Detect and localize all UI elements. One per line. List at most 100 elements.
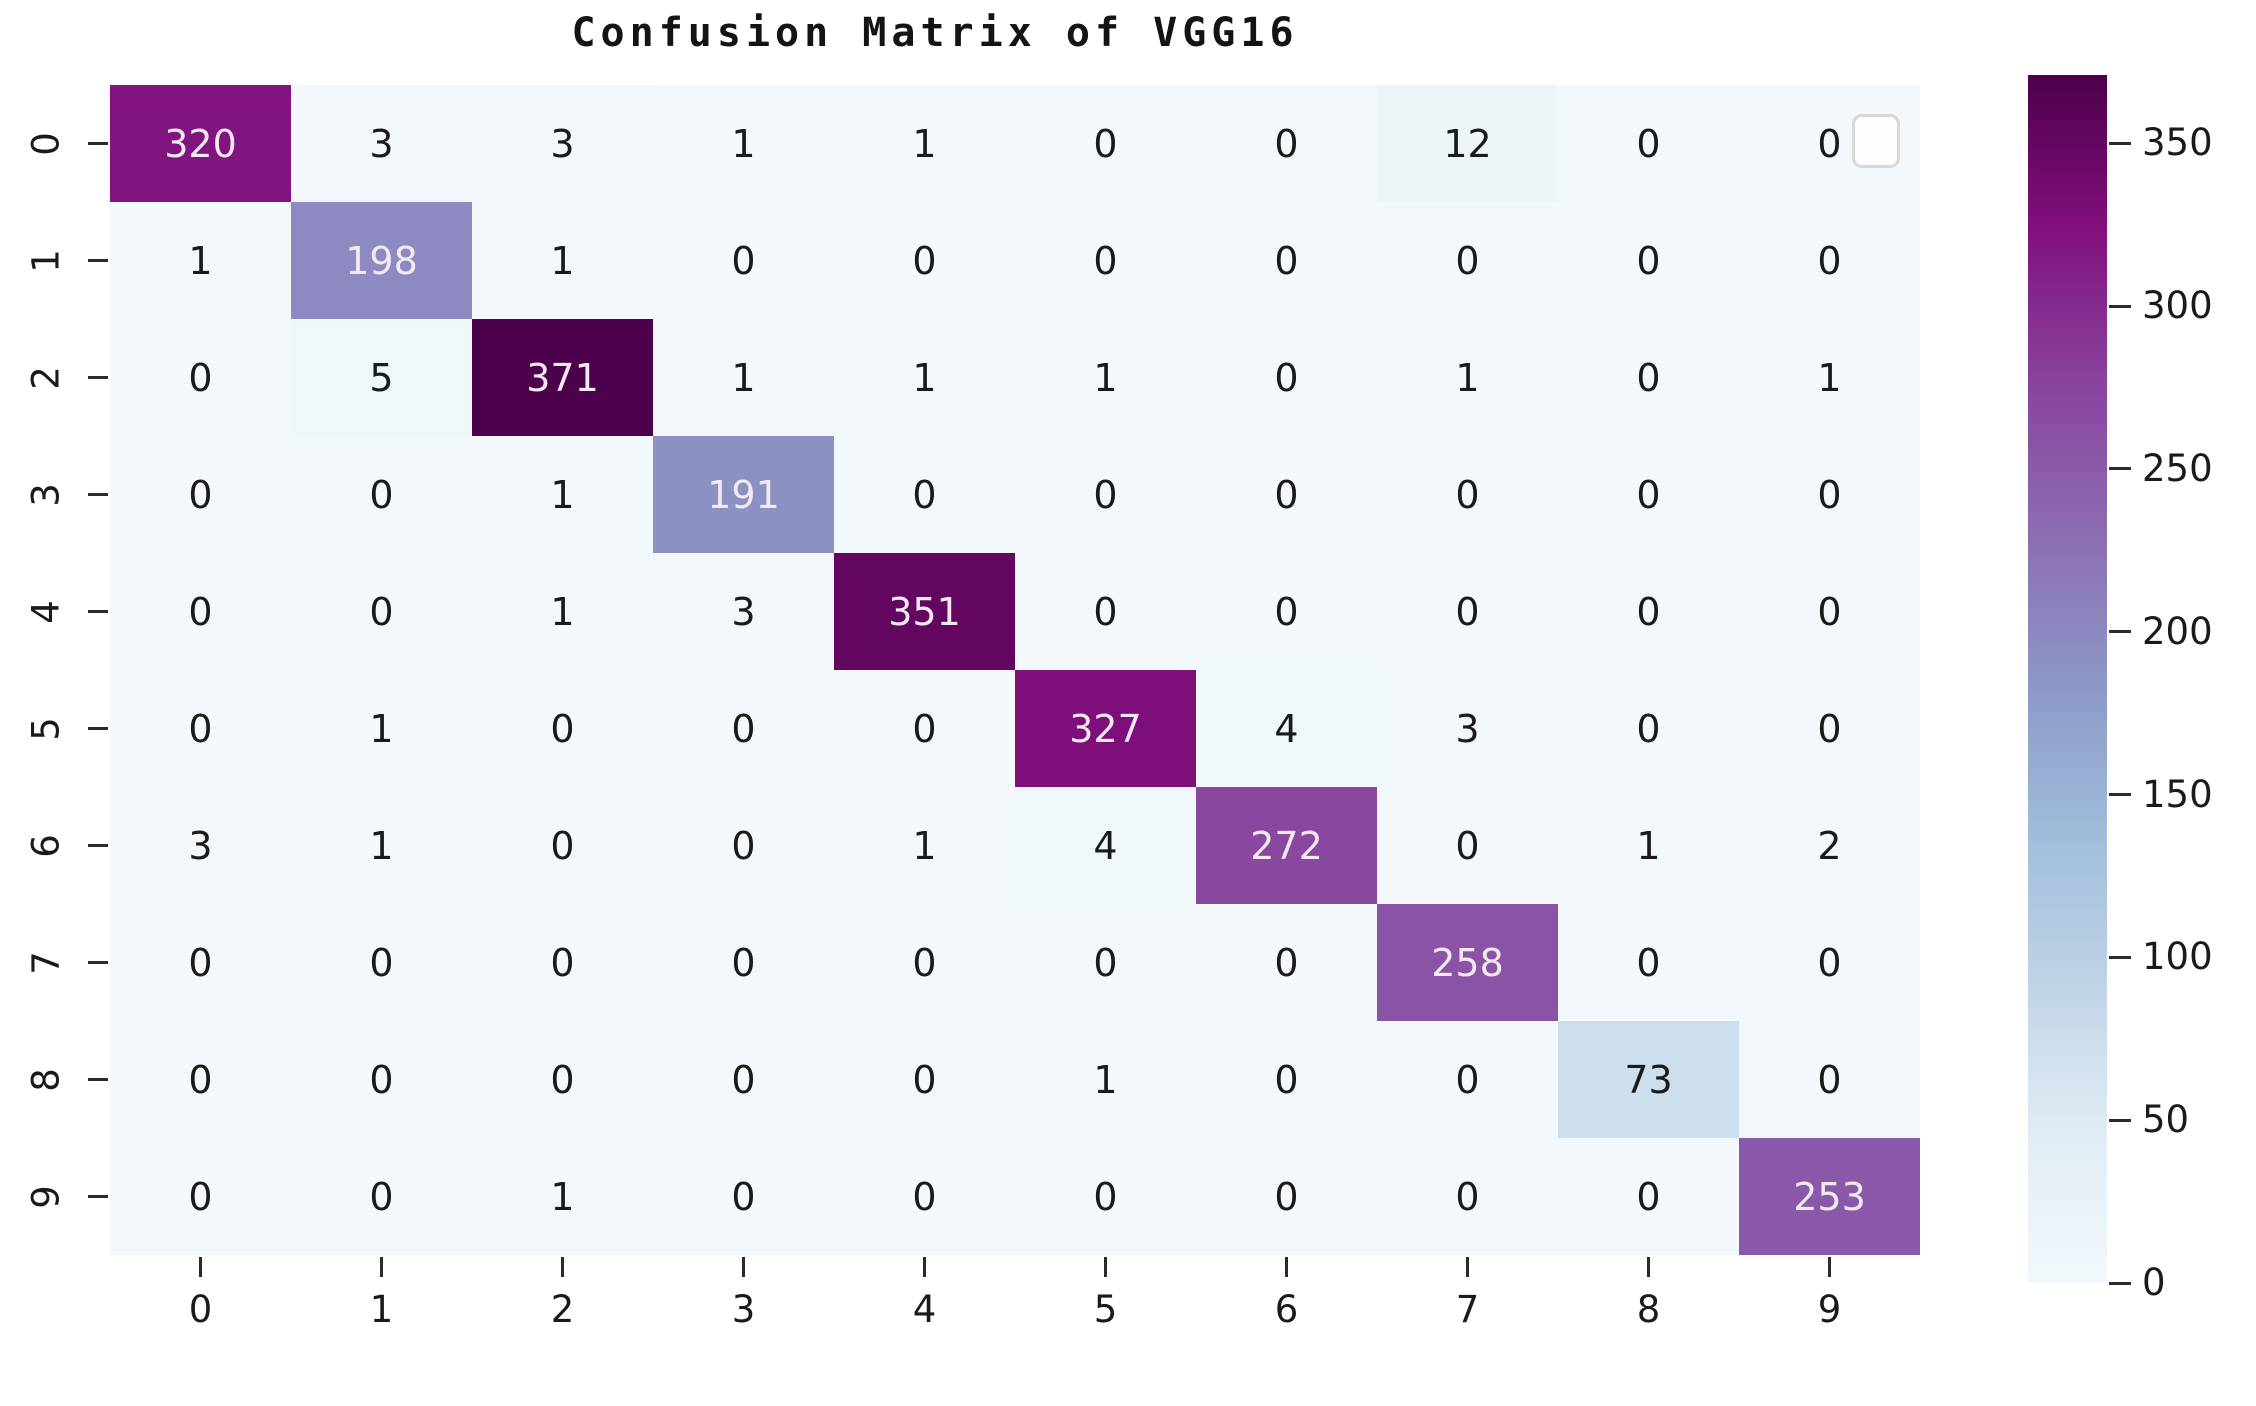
heatmap-cell: 0 <box>1196 904 1377 1021</box>
cell-value: 253 <box>1793 1174 1866 1219</box>
cell-value: 1 <box>550 1174 575 1219</box>
x-axis-tick <box>199 1257 202 1277</box>
heatmap-cell: 0 <box>1739 1021 1920 1138</box>
cell-value: 1 <box>1636 823 1661 868</box>
cell-value: 0 <box>1093 940 1118 985</box>
heatmap-cell: 1 <box>834 85 1015 202</box>
x-axis-tick-label: 4 <box>912 1288 937 1331</box>
x-axis-tick <box>1104 1257 1107 1277</box>
cell-value: 258 <box>1431 940 1504 985</box>
cell-value: 0 <box>1817 940 1842 985</box>
heatmap-cell: 0 <box>1196 1021 1377 1138</box>
heatmap-cell: 0 <box>1196 436 1377 553</box>
heatmap-cell: 0 <box>653 670 834 787</box>
cell-value: 1 <box>1455 355 1480 400</box>
y-axis-tick <box>88 493 108 496</box>
cell-value: 0 <box>188 472 213 517</box>
cell-value: 1 <box>912 121 937 166</box>
heatmap-cell: 0 <box>291 1021 472 1138</box>
heatmap-cell: 0 <box>1558 553 1739 670</box>
cell-value: 1 <box>369 823 394 868</box>
heatmap-cell: 2 <box>1739 787 1920 904</box>
cell-value: 4 <box>1274 706 1299 751</box>
cell-value: 0 <box>1636 589 1661 634</box>
heatmap-cell: 0 <box>834 1021 1015 1138</box>
cell-value: 1 <box>1093 355 1118 400</box>
colorbar-tick-label: 150 <box>2142 772 2213 816</box>
cell-value: 1 <box>550 238 575 283</box>
y-axis-tick <box>88 610 108 613</box>
heatmap-cell: 351 <box>834 553 1015 670</box>
heatmap-cell: 0 <box>1377 1138 1558 1255</box>
cell-value: 1 <box>731 121 756 166</box>
y-axis-tick-label: 4 <box>24 599 68 624</box>
x-axis-tick <box>1285 1257 1288 1277</box>
heatmap-cell: 0 <box>110 904 291 1021</box>
colorbar-tick <box>2109 1118 2131 1122</box>
heatmap-cell: 1 <box>110 202 291 319</box>
heatmap-cell: 0 <box>834 202 1015 319</box>
cell-value: 272 <box>1250 823 1323 868</box>
colorbar-tick <box>2109 304 2131 308</box>
colorbar-gradient <box>2028 75 2107 1283</box>
cell-value: 320 <box>164 121 237 166</box>
y-axis-tick-label: 1 <box>24 248 68 273</box>
heatmap-cell: 0 <box>110 436 291 553</box>
colorbar-tick-label: 50 <box>2142 1098 2190 1142</box>
y-axis-tick-label: 0 <box>24 131 68 156</box>
heatmap-cell: 3 <box>291 85 472 202</box>
cell-value: 0 <box>1455 1174 1480 1219</box>
x-axis-tick-label: 9 <box>1817 1288 1842 1331</box>
cell-value: 0 <box>369 940 394 985</box>
heatmap-cell: 3 <box>472 85 653 202</box>
cell-value: 0 <box>731 823 756 868</box>
heatmap-cell: 0 <box>1015 202 1196 319</box>
cell-value: 0 <box>1274 121 1299 166</box>
cell-value: 3 <box>369 121 394 166</box>
cell-value: 0 <box>1455 1057 1480 1102</box>
cell-value: 0 <box>1274 472 1299 517</box>
heatmap-grid: 320 3 3 1 1 0 0 12 0 0 1 198 1 0 0 0 0 0 0 0 0 5 371 1 1 1 0 1 0 1 0 0 1… <box>110 85 1920 1255</box>
cell-value: 0 <box>188 355 213 400</box>
heatmap-cell: 0 <box>834 436 1015 553</box>
cell-value: 0 <box>912 472 937 517</box>
cell-value: 2 <box>1817 823 1842 868</box>
cell-value: 0 <box>1093 121 1118 166</box>
heatmap-cell: 0 <box>1377 1021 1558 1138</box>
cell-value: 1 <box>1093 1057 1118 1102</box>
heatmap-cell: 4 <box>1015 787 1196 904</box>
x-axis-tick-label: 5 <box>1093 1288 1118 1331</box>
cell-value: 371 <box>526 355 599 400</box>
heatmap-cell: 0 <box>110 553 291 670</box>
x-axis-tick <box>1828 1257 1831 1277</box>
colorbar-tick <box>2109 793 2131 797</box>
heatmap-cell: 1 <box>291 670 472 787</box>
x-axis-tick-label: 2 <box>550 1288 575 1331</box>
heatmap-cell: 1 <box>1015 319 1196 436</box>
colorbar-tick-label: 100 <box>2142 935 2213 979</box>
x-axis-tick-label: 7 <box>1455 1288 1480 1331</box>
y-axis-tick <box>88 259 108 262</box>
x-axis-tick <box>923 1257 926 1277</box>
heatmap-cell: 0 <box>1739 670 1920 787</box>
cell-value: 0 <box>188 706 213 751</box>
cell-value: 1 <box>188 238 213 283</box>
heatmap-cell: 0 <box>1196 319 1377 436</box>
heatmap-cell: 0 <box>1196 202 1377 319</box>
cell-value: 0 <box>188 589 213 634</box>
cell-value: 0 <box>1817 589 1842 634</box>
y-axis-tick-label: 6 <box>24 833 68 858</box>
cell-value: 0 <box>369 1057 394 1102</box>
cell-value: 0 <box>1636 1174 1661 1219</box>
y-axis-tick-label: 9 <box>24 1184 68 1209</box>
cell-value: 5 <box>369 355 394 400</box>
heatmap-cell: 0 <box>1015 553 1196 670</box>
cell-value: 0 <box>1636 238 1661 283</box>
cell-value: 73 <box>1624 1057 1673 1102</box>
cell-value: 0 <box>1455 472 1480 517</box>
y-axis-tick <box>88 961 108 964</box>
empty-legend-box <box>1852 114 1900 168</box>
heatmap-cell: 0 <box>653 1138 834 1255</box>
heatmap-cell: 0 <box>1739 553 1920 670</box>
heatmap-cell: 1 <box>472 436 653 553</box>
